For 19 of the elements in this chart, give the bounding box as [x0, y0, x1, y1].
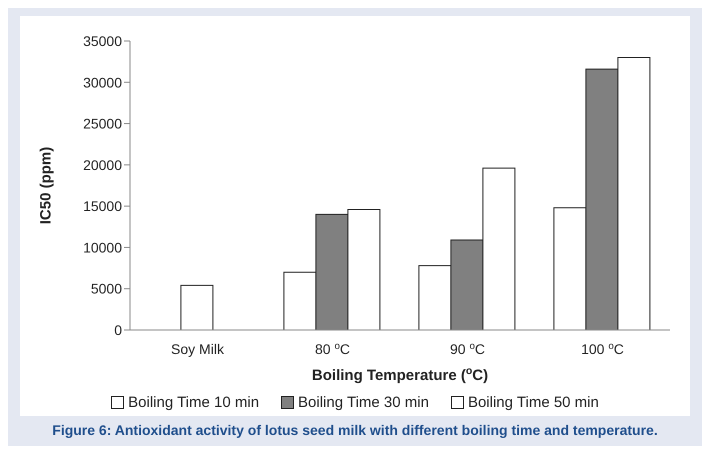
- x-tick-label: 80 $^{o}$C: [314, 340, 350, 357]
- x-tick-label: 100 $^{o}$C: [581, 340, 624, 357]
- y-tick-label: 0: [114, 322, 122, 338]
- x-tick-label: Soy Milk: [171, 341, 225, 357]
- x-tick-label: 90 $^{o}$C: [450, 340, 486, 357]
- caption: Figure 6: Antioxidant activity of lotus seed milk with different boiling time and temperature.: [51, 422, 659, 438]
- x-axis-title: Boiling Temperature ($^{o}$C): [312, 365, 488, 384]
- legend-label: Boiling Time 50 min: [468, 394, 599, 411]
- y-tick-label: 20000: [83, 156, 122, 173]
- y-tick-label: 5000: [90, 280, 122, 297]
- y-tick-label: 25000: [83, 116, 122, 132]
- y-tick-label: 10000: [83, 239, 122, 256]
- y-tick-label: 35000: [83, 32, 122, 49]
- legend-label: Boiling Time 10 min: [128, 394, 260, 411]
- legend-label: Boiling Time 30 min: [298, 394, 429, 411]
- y-axis-title: IC50 (ppm): [37, 146, 54, 224]
- bar: [180, 284, 214, 330]
- y-tick-label: 30000: [83, 74, 122, 90]
- y-tick-label: 15000: [83, 198, 122, 214]
